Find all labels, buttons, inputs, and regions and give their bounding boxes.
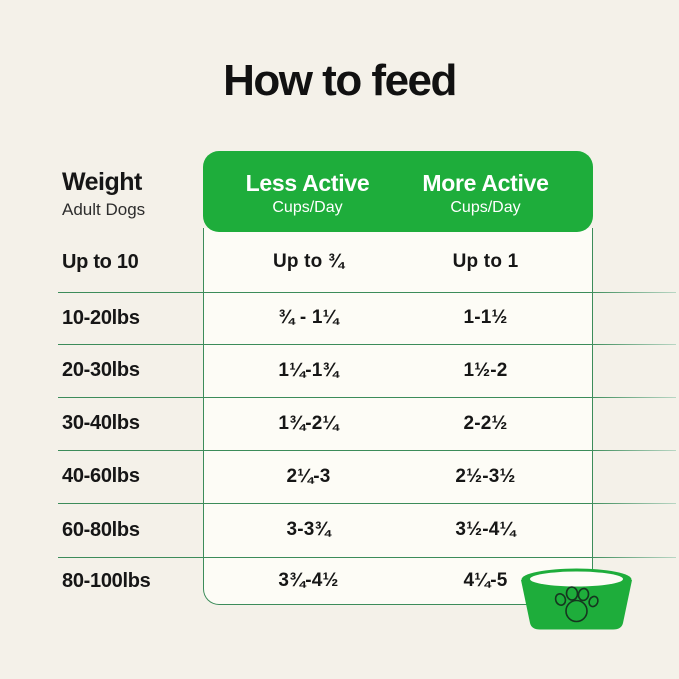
more-active-cell: 4¼-5 [463, 570, 508, 591]
more-active-cell: 2½-3½ [455, 465, 516, 487]
feeding-table-rows: Up to 10 Up to ¾ Up to 1 10-20lbs ¾ - 1¼… [58, 232, 676, 605]
table-row: 40-60lbs 2¼-3 2½-3½ [58, 450, 676, 504]
less-active-cell: 1¼-1¾ [278, 359, 339, 381]
more-active-cell: Up to 1 [452, 251, 519, 272]
less-active-cell: 3¾-4½ [278, 570, 339, 591]
more-active-cell: 1-1½ [463, 307, 508, 328]
weight-header-subtitle: Adult Dogs [62, 200, 146, 219]
table-body-panel [203, 228, 593, 605]
paw-print-icon [554, 586, 599, 623]
less-active-cell: 1¾-2¼ [278, 412, 339, 434]
more-active-sublabel: Cups/Day [450, 199, 521, 216]
table-header-bar: Less Active Cups/Day More Active Cups/Da… [203, 151, 593, 232]
table-row: 30-40lbs 1¾-2¼ 2-2½ [58, 397, 676, 451]
weight-cell: Up to 10 [62, 250, 139, 273]
weight-column-header: Weight Adult Dogs [62, 168, 145, 220]
table-row: 10-20lbs ¾ - 1¼ 1-1½ [58, 292, 676, 345]
table-row: 20-30lbs 1¼-1¾ 1½-2 [58, 344, 676, 398]
more-active-cell: 1½-2 [463, 359, 508, 381]
dog-bowl-icon [521, 568, 632, 630]
less-active-cell: ¾ - 1¼ [278, 307, 339, 328]
weight-cell: 40-60lbs [62, 465, 140, 487]
column-header-more-active: More Active Cups/Day [388, 151, 583, 232]
weight-cell: 10-20lbs [62, 306, 140, 329]
more-active-cell: 3½-4¼ [455, 519, 516, 540]
weight-cell: 20-30lbs [62, 359, 140, 381]
weight-cell: 80-100lbs [62, 569, 151, 592]
less-active-cell: 2¼-3 [286, 465, 331, 487]
column-header-less-active: Less Active Cups/Day [210, 151, 405, 232]
weight-header-title: Weight [62, 168, 142, 196]
page-title: How to feed [223, 56, 457, 105]
table-row: 80-100lbs 3¾-4½ 4¼-5 [58, 557, 676, 605]
more-active-label: More Active [422, 170, 549, 196]
less-active-label: Less Active [245, 170, 370, 196]
less-active-sublabel: Cups/Day [272, 199, 343, 216]
more-active-cell: 2-2½ [463, 412, 508, 434]
weight-cell: 60-80lbs [62, 518, 140, 541]
weight-cell: 30-40lbs [62, 412, 140, 434]
less-active-cell: 3-3¾ [286, 519, 331, 540]
table-row: Up to 10 Up to ¾ Up to 1 [58, 232, 676, 293]
less-active-cell: Up to ¾ [272, 251, 345, 272]
table-row: 60-80lbs 3-3¾ 3½-4¼ [58, 503, 676, 558]
